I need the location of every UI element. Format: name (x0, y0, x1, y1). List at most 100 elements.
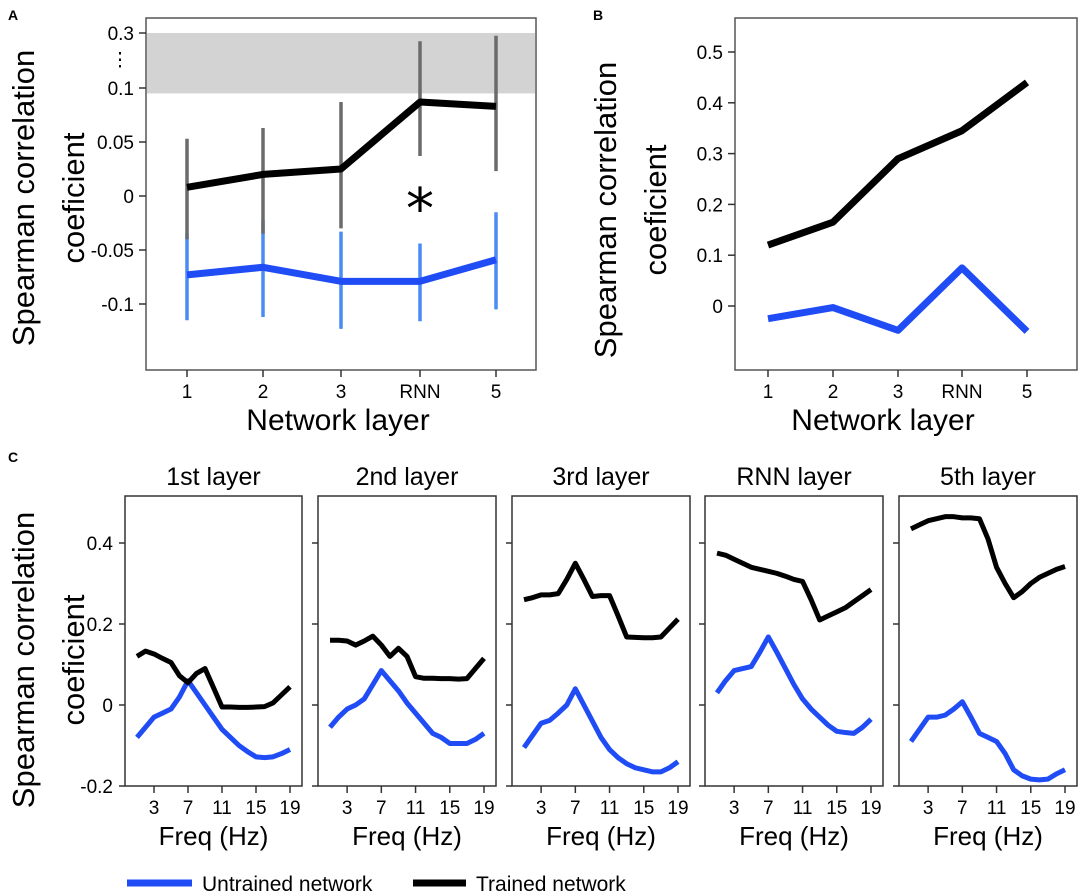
panel-c-xtick-label: 15 (826, 798, 847, 819)
panel-b-ytick-label: 0 (712, 297, 723, 318)
panel-c-xtick-label: 15 (245, 798, 266, 819)
panel-c-xtick-label: 3 (923, 798, 934, 819)
panel-b-ytick-label: 0.4 (697, 94, 724, 115)
panel-a-ytick-label: -0.05 (91, 241, 134, 262)
panel-c-xtick-label: 7 (376, 798, 387, 819)
panel-c-ytick-label: 0 (102, 696, 113, 717)
panel-c-trained-line (716, 550, 873, 623)
panel-b-chart: 0.5 0.4 0.3 0.2 0.1 0 1 2 3 RNN 5 (697, 17, 1078, 403)
panel-b-xtick-label: 1 (763, 382, 774, 403)
panel-c-subplot-title: 5th layer (940, 463, 1036, 491)
panel-c-subplot-title: RNN layer (736, 463, 851, 491)
panel-c-trained-line (523, 560, 680, 641)
panel-c-xtick-label: 11 (212, 798, 232, 819)
panel-b-ytick-label: 0.3 (697, 145, 723, 166)
panel-a-noise-ceiling-band (147, 33, 535, 94)
panel-b-ytick-label: 0.1 (697, 246, 723, 267)
legend-untrained-label: Untrained network (202, 873, 373, 896)
panel-c-xtick-label: 15 (1020, 798, 1041, 819)
legend: Untrained network Trained network (127, 873, 626, 896)
panel-b-xtick-label: 3 (893, 382, 904, 403)
panel-b-xtick-label: 2 (828, 382, 839, 403)
panel-a-ytick-label: 0.1 (108, 79, 134, 100)
panel-b-series-line (767, 264, 1030, 334)
panel-c-ylabel-line1: Spearman correlation (6, 512, 41, 808)
panel-c-trained-line (135, 648, 292, 710)
panel-c-xtick-label: 15 (439, 798, 460, 819)
panel-a-xtick-label: 3 (336, 382, 347, 403)
panel-b-series-line (766, 79, 1030, 249)
panel-b-ylabel-line1: Spearman correlation (588, 62, 623, 358)
panel-a-xtick-label: 2 (258, 382, 269, 403)
panel-c-subplot-frame (124, 495, 303, 787)
panel-b-xtick-label: RNN (941, 382, 982, 403)
panel-b-plot-frame (734, 17, 1078, 371)
panel-a-xlabel: Network layer (246, 404, 429, 437)
panel-c-untrained-line (328, 668, 486, 746)
panel-c-subplot-frame (511, 495, 691, 787)
panel-c-xlabel: Freq (Hz) (933, 821, 1043, 851)
panel-c-xtick-label: 3 (729, 798, 740, 819)
panel-c-xlabel: Freq (Hz) (352, 821, 462, 851)
panel-b-xlabel: Network layer (791, 404, 974, 437)
panel-a-chart: 0.3 0.1 0.05 0 -0.05 -0.1 ⋮ 1 2 3 RNN 5 * (91, 17, 537, 403)
panel-letter-b: B (593, 7, 603, 23)
panel-c-xtick-label: 19 (279, 798, 300, 819)
panel-c-xtick-label: 7 (570, 798, 581, 819)
panel-c-xtick-label: 19 (860, 798, 881, 819)
panel-c-xtick-label: 11 (406, 798, 426, 819)
panel-c-subplot-title: 1st layer (166, 463, 260, 491)
legend-trained-label: Trained network (476, 873, 626, 896)
panel-c-subplot-title: 2nd layer (356, 463, 459, 491)
panel-c-trained-line (909, 514, 1066, 601)
panel-c-ytick-label: 0.2 (87, 615, 113, 636)
panel-c-untrained-line (714, 634, 873, 736)
panel-c-xtick-label: 19 (667, 798, 688, 819)
panel-a-ytick-label: -0.1 (101, 295, 134, 316)
panel-c-xtick-label: 7 (183, 798, 194, 819)
panel-a-xtick-label: 5 (491, 382, 502, 403)
panel-a-xtick-label: RNN (399, 382, 440, 403)
panel-c-xtick-label: 11 (600, 798, 620, 819)
panel-c-xlabel: Freq (Hz) (546, 821, 656, 851)
panel-c-ytick-label: 0.4 (87, 534, 114, 555)
panel-b-xtick-label: 5 (1022, 382, 1033, 403)
panel-b-ytick-label: 0.2 (697, 195, 723, 216)
panel-a-ylabel-line1: Spearman correlation (6, 50, 41, 346)
panel-c-untrained-line (908, 699, 1067, 783)
panel-c-xtick-label: 11 (987, 798, 1007, 819)
panel-b-ylabel-line2: coeficient (638, 144, 673, 275)
panel-c-charts: 1st layer 0.4 0.2 0 -0.2 3 7 11 15 19 Freq (Hz) 2nd… (80, 463, 1078, 851)
panel-c-xlabel: Freq (Hz) (739, 821, 849, 851)
panel-c-trained-line (330, 633, 486, 682)
panel-c-untrained-line (135, 678, 292, 761)
panel-c-untrained-line (521, 686, 680, 775)
panel-c-xtick-label: 3 (149, 798, 160, 819)
panel-c-xtick-label: 19 (1054, 798, 1075, 819)
panel-c-subplot-frame (898, 495, 1078, 787)
panel-a-ytick-label: 0 (123, 187, 134, 208)
panel-c-xtick-label: 3 (342, 798, 353, 819)
panel-c-xtick-label: 19 (473, 798, 494, 819)
panel-c-ytick-label: -0.2 (80, 777, 113, 798)
panel-c-subplot-frame (704, 495, 884, 787)
panel-letter-a: A (8, 7, 18, 23)
panel-letter-c: C (8, 449, 18, 465)
panel-c-xlabel: Freq (Hz) (159, 821, 269, 851)
panel-c-subplot-title: 3rd layer (552, 463, 649, 491)
panel-a-ylabel-line2: coeficient (56, 132, 91, 263)
panel-a-series-line (186, 256, 497, 285)
panel-a-axis-break: ⋮ (111, 50, 130, 71)
panel-a-ytick-label: 0.05 (97, 133, 134, 154)
panel-c-xtick-label: 7 (763, 798, 774, 819)
panel-c-xtick-label: 15 (633, 798, 654, 819)
panel-b-ytick-label: 0.5 (697, 43, 723, 64)
panel-c-ylabel-line2: coeficient (56, 594, 91, 725)
panel-c-xtick-label: 7 (957, 798, 968, 819)
panel-c-xtick-label: 3 (536, 798, 547, 819)
panel-a-ytick-label: 0.3 (108, 24, 134, 45)
panel-c-subplot-frame (317, 495, 497, 787)
panel-a-significance-star: * (406, 177, 434, 242)
panel-c-xtick-label: 11 (793, 798, 813, 819)
